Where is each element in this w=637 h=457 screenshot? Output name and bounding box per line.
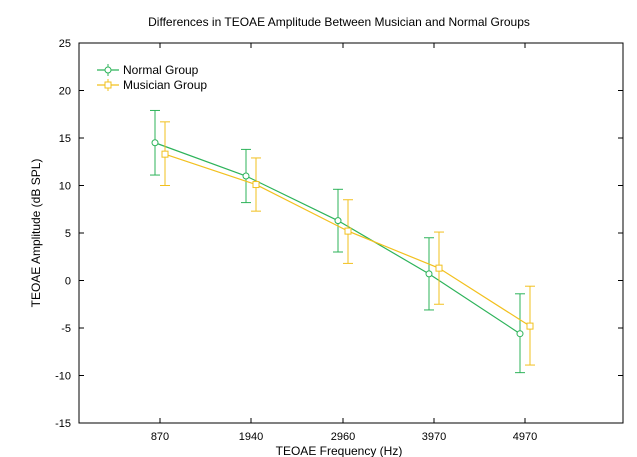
x-tick-label: 2960 [331, 431, 355, 443]
data-point [242, 172, 250, 180]
data-point [334, 217, 342, 225]
y-tick-label: -5 [61, 323, 71, 335]
y-tick-label: 5 [65, 228, 71, 240]
series-layer [150, 109, 535, 374]
x-tick-label: 870 [151, 431, 169, 443]
y-tick-label: 0 [65, 276, 71, 288]
x-axis: 870 1940 2960 3970 4970 [151, 43, 537, 443]
legend-label: Normal Group [123, 63, 199, 77]
x-tick-label: 4970 [513, 431, 537, 443]
data-point [344, 227, 352, 235]
data-point [425, 270, 433, 278]
x-tick-label: 3970 [422, 431, 446, 443]
y-axis: -15 -10 -5 0 5 10 15 20 25 [55, 38, 623, 430]
data-point [516, 330, 524, 338]
series-musician-group [160, 121, 535, 366]
series-normal-group [150, 109, 525, 374]
y-tick-label: -15 [55, 418, 71, 430]
y-tick-label: -10 [55, 371, 71, 383]
y-tick-label: 10 [59, 181, 71, 193]
data-point [161, 150, 169, 158]
chart-title: Differences in TEOAE Amplitude Between M… [148, 15, 530, 29]
legend-marker [104, 66, 112, 74]
data-point [252, 181, 260, 189]
y-tick-label: 15 [59, 133, 71, 145]
y-axis-label: TEOAE Amplitude (dB SPL) [29, 159, 43, 308]
data-point [526, 322, 534, 330]
x-axis-label: TEOAE Frequency (Hz) [276, 444, 403, 457]
legend-label: Musician Group [123, 78, 207, 92]
y-tick-label: 20 [59, 86, 71, 98]
data-point [151, 139, 159, 147]
data-point [435, 264, 443, 272]
y-tick-label: 25 [59, 38, 71, 50]
x-tick-label: 1940 [239, 431, 263, 443]
legend-marker [104, 81, 112, 89]
